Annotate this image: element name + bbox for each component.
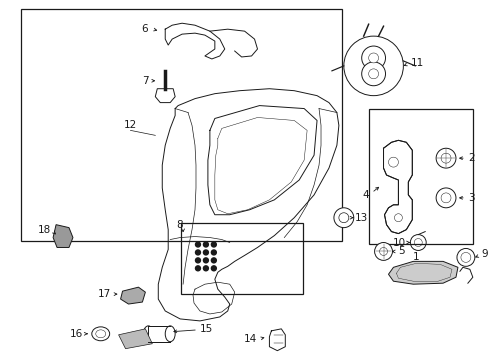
Ellipse shape xyxy=(165,326,175,342)
Bar xyxy=(21,9,342,241)
Ellipse shape xyxy=(96,330,106,338)
Circle shape xyxy=(368,53,379,63)
Text: 3: 3 xyxy=(468,193,474,203)
Polygon shape xyxy=(155,89,175,103)
Bar xyxy=(368,109,473,244)
Text: 1: 1 xyxy=(413,252,420,262)
Text: 15: 15 xyxy=(200,324,213,334)
Circle shape xyxy=(203,266,208,271)
Text: 12: 12 xyxy=(124,121,137,130)
Circle shape xyxy=(196,242,200,247)
Circle shape xyxy=(362,62,386,86)
Circle shape xyxy=(368,69,379,79)
Circle shape xyxy=(203,242,208,247)
Circle shape xyxy=(211,250,216,255)
Text: 16: 16 xyxy=(70,329,83,339)
Circle shape xyxy=(441,193,451,203)
Ellipse shape xyxy=(92,327,110,341)
Text: 4: 4 xyxy=(362,190,368,200)
Circle shape xyxy=(196,250,200,255)
Circle shape xyxy=(362,46,386,70)
Ellipse shape xyxy=(144,326,153,342)
Circle shape xyxy=(211,258,216,263)
Circle shape xyxy=(457,248,475,266)
Polygon shape xyxy=(121,287,146,304)
Text: 13: 13 xyxy=(355,213,368,223)
Text: 6: 6 xyxy=(142,24,148,34)
Circle shape xyxy=(374,243,392,260)
Circle shape xyxy=(203,258,208,263)
Text: 2: 2 xyxy=(468,153,474,163)
Text: 11: 11 xyxy=(410,58,423,68)
Circle shape xyxy=(414,239,422,247)
Circle shape xyxy=(461,252,471,262)
Circle shape xyxy=(441,153,451,163)
Polygon shape xyxy=(384,140,412,234)
Text: 14: 14 xyxy=(244,334,258,344)
Circle shape xyxy=(339,213,349,223)
Circle shape xyxy=(344,36,403,96)
Circle shape xyxy=(394,214,402,222)
Circle shape xyxy=(211,242,216,247)
Bar xyxy=(181,223,303,294)
Circle shape xyxy=(436,148,456,168)
Circle shape xyxy=(196,266,200,271)
Polygon shape xyxy=(119,329,152,349)
Text: 5: 5 xyxy=(398,247,405,256)
Circle shape xyxy=(389,157,398,167)
Text: 7: 7 xyxy=(142,76,148,86)
Text: 8: 8 xyxy=(176,220,183,230)
Text: 18: 18 xyxy=(38,225,51,235)
Circle shape xyxy=(436,188,456,208)
Text: 9: 9 xyxy=(482,249,489,260)
Circle shape xyxy=(203,250,208,255)
Polygon shape xyxy=(389,261,458,284)
Polygon shape xyxy=(53,225,73,247)
Text: 17: 17 xyxy=(98,289,111,299)
Circle shape xyxy=(410,235,426,251)
Circle shape xyxy=(380,247,388,255)
Circle shape xyxy=(196,258,200,263)
Circle shape xyxy=(334,208,354,228)
Circle shape xyxy=(211,266,216,271)
Bar xyxy=(148,326,170,342)
Text: 10: 10 xyxy=(393,238,406,248)
